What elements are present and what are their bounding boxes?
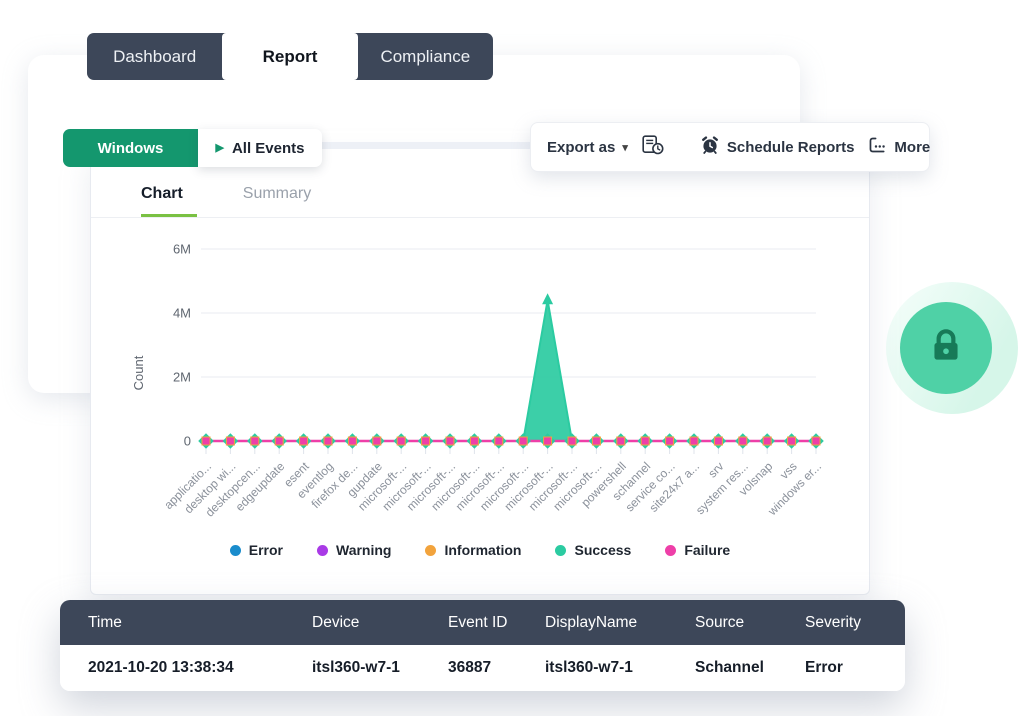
table-cell: Error	[805, 659, 843, 676]
schedule-reports-button[interactable]: Schedule Reports	[700, 135, 855, 159]
legend-dot-warning	[317, 544, 328, 556]
legend-dot-information	[425, 544, 437, 556]
legend-item-information[interactable]: Information	[425, 542, 521, 558]
more-icon	[868, 136, 887, 158]
legend-label: Failure	[684, 542, 731, 558]
windows-filter-label: Windows	[97, 139, 164, 157]
schedule-reports-label: Schedule Reports	[726, 138, 855, 156]
legend-item-warning[interactable]: Warning	[317, 542, 391, 558]
table-cell: itsl360-w7-1	[545, 659, 633, 676]
legend-item-failure[interactable]: Failure	[665, 542, 730, 558]
play-icon: ▶	[215, 141, 224, 154]
svg-text:Count: Count	[131, 355, 146, 390]
table-header-cell[interactable]: Source	[695, 613, 745, 631]
table-cell: 36887	[448, 659, 492, 676]
svg-text:2M: 2M	[173, 370, 191, 385]
legend-label: Success	[574, 542, 632, 558]
legend-dot-error	[229, 544, 241, 556]
top-tab-report[interactable]: Report	[222, 33, 358, 80]
export-history-icon	[642, 135, 664, 159]
chevron-down-icon: ▾	[622, 141, 628, 154]
more-button[interactable]: More	[868, 136, 930, 158]
export-history-button[interactable]	[642, 135, 664, 159]
alarm-clock-icon	[700, 135, 720, 159]
tab-chart[interactable]: Chart	[141, 185, 197, 217]
legend-item-success[interactable]: Success	[555, 542, 631, 558]
export-as-label: Export as	[547, 138, 616, 156]
events-table: Time Device Event ID DisplayName Source Sever…	[60, 600, 905, 691]
all-events-button[interactable]: ▶ All Events	[198, 129, 322, 167]
legend-dot-success	[555, 544, 567, 556]
table-header-cell[interactable]: DisplayName	[545, 613, 638, 631]
legend-label: Error	[248, 542, 283, 558]
table-cell: itsl360-w7-1	[312, 659, 400, 676]
panel-connector-line	[318, 142, 540, 149]
top-nav-tabs: Dashboard Report Compliance	[87, 33, 493, 80]
lock-icon	[925, 325, 967, 372]
windows-filter-button[interactable]: Windows	[63, 129, 198, 167]
top-tab-compliance[interactable]: Compliance	[380, 46, 471, 66]
legend-item-error[interactable]: Error	[229, 542, 283, 558]
table-cell: 2021-10-20 13:38:34	[88, 659, 234, 676]
table-header-cell[interactable]: Time	[88, 613, 122, 631]
report-toolbar: Export as ▾ Schedule Reports	[530, 122, 930, 172]
table-cell: Schannel	[695, 659, 764, 676]
top-tab-dashboard[interactable]: Dashboard	[113, 46, 197, 66]
svg-text:6M: 6M	[173, 242, 191, 257]
table-row[interactable]: 2021-10-20 13:38:34 itsl360-w7-1 36887 itsl…	[60, 645, 905, 691]
svg-text:0: 0	[184, 434, 191, 449]
report-panel: Chart Summary 0 2M 4M 6M Count applicatio... d…	[90, 148, 870, 595]
svg-text:4M: 4M	[173, 306, 191, 321]
legend-dot-failure	[665, 544, 677, 556]
legend-label: Information	[444, 542, 522, 558]
report-filter-group: Windows ▶ All Events	[63, 129, 322, 167]
lock-badge	[900, 302, 992, 394]
chart-legend: Error Warning Information Success Failure	[91, 542, 869, 558]
tab-summary[interactable]: Summary	[242, 185, 312, 202]
table-header-cell[interactable]: Severity	[805, 613, 861, 631]
export-as-button[interactable]: Export as ▾	[547, 139, 628, 156]
panel-tab-bar: Chart Summary	[91, 149, 869, 218]
table-header-row: Time Device Event ID DisplayName Source Sever…	[60, 600, 905, 645]
legend-label: Warning	[336, 542, 392, 558]
all-events-label: All Events	[231, 139, 305, 157]
table-header-cell[interactable]: Device	[312, 613, 360, 631]
table-header-cell[interactable]: Event ID	[448, 613, 508, 631]
more-label: More	[894, 138, 931, 156]
